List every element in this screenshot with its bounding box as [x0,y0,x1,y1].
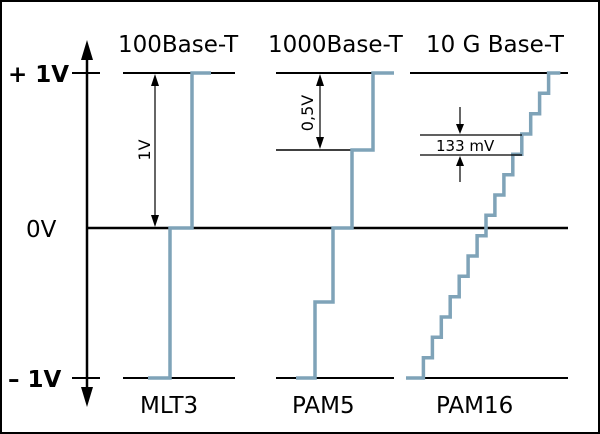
dim-arrow-up-icon [456,156,464,166]
dim-arrow-down-icon [151,215,159,227]
waveform-pam5 [296,71,394,380]
label-minus-1v: – 1V [8,367,62,393]
label-plus-1v: + 1V [8,62,69,88]
axis-arrow-up-icon [81,40,93,60]
panel-title-10gbase-t: 10 G Base-T [426,32,565,58]
dim-arrow-up-icon [151,74,159,86]
panel-title-1000base-t: 1000Base-T [268,32,404,58]
voltage-axis [72,40,100,407]
dim-arrow-up-icon [316,74,324,86]
axis-arrow-down-icon [81,387,93,407]
dim-arrow-down-icon [456,124,464,134]
dimension-1v: 1V [135,74,159,227]
dim-arrow-down-icon [316,137,324,149]
dimension-label-1v: 1V [135,139,154,160]
label-0v: 0V [26,217,57,243]
dimension-half-volt: 0,5V [298,74,324,149]
waveform-pam16 [406,71,561,380]
code-label-pam16: PAM16 [436,393,513,419]
dimension-133mv: 133 mV [420,107,522,182]
panel-title-100base-t: 100Base-T [118,32,239,58]
dimension-label-half-volt: 0,5V [298,95,317,131]
code-label-mlt3: MLT3 [140,393,198,419]
waveform-mlt3 [148,71,211,380]
code-label-pam5: PAM5 [292,393,355,419]
level-rails [123,72,568,379]
dimension-label-133mv: 133 mV [436,137,495,155]
